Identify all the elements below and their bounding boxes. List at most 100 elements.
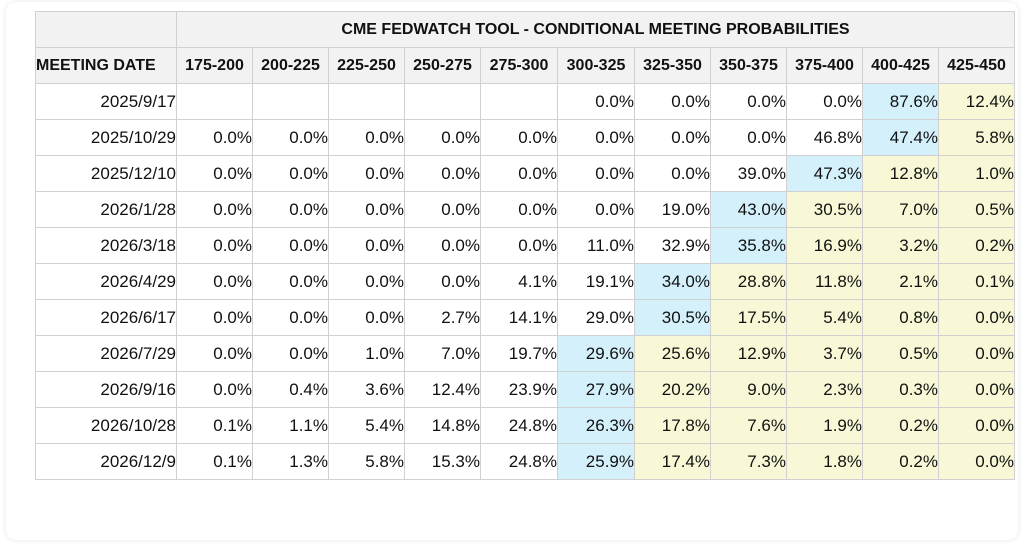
probability-cell: 32.9%	[634, 227, 711, 264]
probability-cell: 23.9%	[480, 371, 558, 408]
probability-cell: 0.0%	[938, 443, 1015, 480]
probability-cell: 1.0%	[938, 155, 1015, 192]
meeting-date-cell: 2026/6/17	[35, 299, 177, 336]
meeting-date-cell: 2025/9/17	[35, 83, 177, 120]
probability-cell: 0.5%	[862, 335, 939, 372]
meeting-date-cell: 2025/10/29	[35, 119, 177, 156]
probability-cell: 0.0%	[176, 299, 253, 336]
probability-cell: 7.3%	[710, 443, 787, 480]
rate-range-header: 175-200	[176, 47, 253, 84]
probability-cell: 0.2%	[862, 443, 939, 480]
probability-cell: 30.5%	[786, 191, 863, 228]
probability-cell: 12.4%	[938, 83, 1015, 120]
probability-cell: 25.6%	[634, 335, 711, 372]
probability-cell: 7.0%	[404, 335, 481, 372]
probability-cell: 0.3%	[862, 371, 939, 408]
probability-cell: 0.2%	[938, 227, 1015, 264]
rate-range-header: 375-400	[786, 47, 863, 84]
probability-cell: 28.8%	[710, 263, 787, 300]
probability-cell: 0.0%	[328, 299, 405, 336]
rate-range-header: 350-375	[710, 47, 787, 84]
table-row: 2025/12/10 0.0% 0.0% 0.0% 0.0% 0.0% 0.0% 0.0% 39…	[35, 155, 1015, 192]
table-row: 2025/9/17 0.0% 0.0% 0.0% 0.0% 87.6% 12.4%	[35, 83, 1015, 120]
probability-cell: 0.0%	[938, 335, 1015, 372]
rate-range-header: 300-325	[557, 47, 635, 84]
probability-cell: 0.0%	[480, 227, 558, 264]
probability-cell: 0.5%	[938, 191, 1015, 228]
probability-cell: 5.8%	[938, 119, 1015, 156]
probability-cell: 30.5%	[634, 299, 711, 336]
probability-cell: 0.0%	[404, 227, 481, 264]
meeting-date-cell: 2026/10/28	[35, 407, 177, 444]
probability-cell: 1.0%	[328, 335, 405, 372]
meeting-date-cell: 2026/4/29	[35, 263, 177, 300]
rate-range-header: 225-250	[328, 47, 405, 84]
probability-cell: 0.0%	[938, 299, 1015, 336]
meeting-date-cell: 2026/7/29	[35, 335, 177, 372]
probability-cell: 0.0%	[938, 407, 1015, 444]
probability-cell: 0.0%	[710, 119, 787, 156]
probability-cell: 17.4%	[634, 443, 711, 480]
probability-cell: 24.8%	[480, 443, 558, 480]
table-card: CME FEDWATCH TOOL - CONDITIONAL MEETING …	[6, 2, 1018, 540]
rate-range-header: 200-225	[252, 47, 329, 84]
probability-cell: 0.0%	[176, 191, 253, 228]
table-row: 2026/10/28 0.1% 1.1% 5.4% 14.8% 24.8% 26.3% 17.…	[35, 407, 1015, 444]
probability-cell: 12.8%	[862, 155, 939, 192]
probability-cell: 0.0%	[480, 191, 558, 228]
probability-cell: 1.8%	[786, 443, 863, 480]
probability-cell: 3.6%	[328, 371, 405, 408]
probability-cell: 19.1%	[557, 263, 635, 300]
probability-cell: 47.3%	[786, 155, 863, 192]
table-row: 2025/10/29 0.0% 0.0% 0.0% 0.0% 0.0% 0.0% 0.0% 0.…	[35, 119, 1015, 156]
probability-cell: 47.4%	[862, 119, 939, 156]
probability-cell: 1.9%	[786, 407, 863, 444]
table-row: 2026/1/28 0.0% 0.0% 0.0% 0.0% 0.0% 0.0% 19.0% 43…	[35, 191, 1015, 228]
probability-cell: 0.0%	[404, 191, 481, 228]
probability-cell: 15.3%	[404, 443, 481, 480]
table-row: 2026/6/17 0.0% 0.0% 0.0% 2.7% 14.1% 29.0% 30.5%…	[35, 299, 1015, 336]
probability-cell: 0.0%	[480, 155, 558, 192]
probability-cell: 11.0%	[557, 227, 635, 264]
probability-cell: 0.0%	[252, 263, 329, 300]
probability-cell: 5.8%	[328, 443, 405, 480]
meeting-date-cell: 2026/9/16	[35, 371, 177, 408]
probability-cell: 2.7%	[404, 299, 481, 336]
probability-cell: 43.0%	[710, 191, 787, 228]
probability-cell: 4.1%	[480, 263, 558, 300]
rate-range-header: 400-425	[862, 47, 939, 84]
probability-cell: 0.0%	[710, 83, 787, 120]
table-row: 2026/9/16 0.0% 0.4% 3.6% 12.4% 23.9% 27.9% 20.2…	[35, 371, 1015, 408]
probability-cell: 19.7%	[480, 335, 558, 372]
probability-cell: 0.0%	[252, 191, 329, 228]
probability-cell: 27.9%	[557, 371, 635, 408]
probability-cell: 3.7%	[786, 335, 863, 372]
probability-cell: 0.0%	[328, 227, 405, 264]
rate-range-header: 275-300	[480, 47, 558, 84]
probability-cell: 0.0%	[786, 83, 863, 120]
corner-cell	[35, 11, 177, 48]
probability-cell: 34.0%	[634, 263, 711, 300]
probability-cell: 29.0%	[557, 299, 635, 336]
fedwatch-probability-table: CME FEDWATCH TOOL - CONDITIONAL MEETING …	[35, 11, 1015, 480]
probability-cell: 17.8%	[634, 407, 711, 444]
table-row: 2026/7/29 0.0% 0.0% 1.0% 7.0% 19.7% 29.6% 25.6%…	[35, 335, 1015, 372]
probability-cell: 0.0%	[176, 371, 253, 408]
probability-cell: 0.0%	[328, 263, 405, 300]
meeting-date-cell: 2026/12/9	[35, 443, 177, 480]
probability-cell: 29.6%	[557, 335, 635, 372]
probability-cell: 1.1%	[252, 407, 329, 444]
probability-cell	[404, 83, 481, 120]
probability-cell: 87.6%	[862, 83, 939, 120]
probability-cell: 0.0%	[252, 227, 329, 264]
meeting-date-cell: 2026/1/28	[35, 191, 177, 228]
probability-cell: 0.0%	[252, 155, 329, 192]
probability-cell: 7.6%	[710, 407, 787, 444]
probability-cell: 0.0%	[557, 83, 635, 120]
probability-cell: 26.3%	[557, 407, 635, 444]
probability-cell: 9.0%	[710, 371, 787, 408]
probability-cell: 0.0%	[176, 119, 253, 156]
meeting-date-cell: 2025/12/10	[35, 155, 177, 192]
rate-range-header: 425-450	[938, 47, 1015, 84]
probability-cell	[480, 83, 558, 120]
